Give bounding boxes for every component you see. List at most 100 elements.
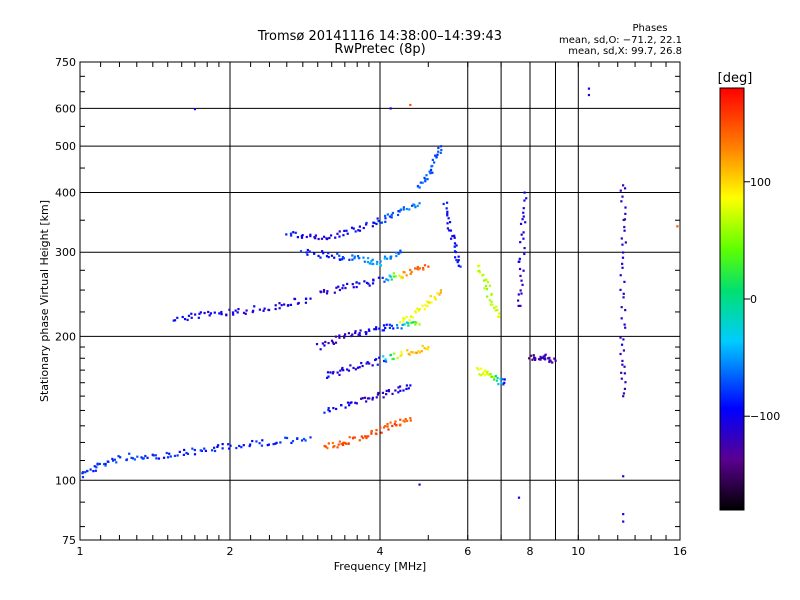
data-point <box>274 442 277 445</box>
data-point <box>397 391 400 394</box>
data-point <box>347 369 351 372</box>
data-point <box>321 342 324 345</box>
data-point <box>382 396 385 399</box>
data-point <box>399 389 402 392</box>
data-point <box>375 428 378 432</box>
data-point <box>353 436 357 439</box>
data-point <box>354 330 357 333</box>
data-point <box>107 460 110 463</box>
data-point <box>499 377 502 381</box>
data-point <box>544 353 547 356</box>
data-point <box>620 377 623 380</box>
data-point <box>300 439 304 442</box>
data-point <box>623 229 626 232</box>
data-point <box>354 368 357 371</box>
data-point <box>292 231 295 234</box>
data-point <box>371 396 374 399</box>
data-point <box>457 264 460 267</box>
data-point <box>375 326 378 329</box>
data-point <box>371 364 374 367</box>
phase-legend-x: mean, sd,X: 99.7, 26.8 <box>568 46 682 57</box>
data-point <box>379 260 382 263</box>
data-point <box>446 227 449 230</box>
data-point <box>431 171 434 174</box>
data-point <box>173 319 177 322</box>
data-point <box>405 321 409 324</box>
y-tick-label: 75 <box>62 534 76 547</box>
y-tick-label: 200 <box>55 330 76 343</box>
data-point <box>424 304 427 307</box>
data-point <box>285 436 289 440</box>
data-point <box>453 242 457 245</box>
data-point <box>402 317 405 320</box>
data-point <box>176 316 179 319</box>
data-point <box>390 255 393 258</box>
data-point <box>92 470 95 473</box>
data-point <box>531 358 534 361</box>
data-point <box>446 222 449 225</box>
data-point <box>622 292 625 295</box>
data-point <box>345 229 348 232</box>
data-point <box>395 324 399 327</box>
data-point <box>314 237 317 240</box>
data-point <box>442 202 445 206</box>
data-point <box>279 441 282 444</box>
y-tick-label: 500 <box>55 140 76 153</box>
data-point <box>418 483 421 486</box>
data-point <box>624 309 627 312</box>
data-point <box>539 355 542 359</box>
data-point <box>539 357 542 361</box>
data-point <box>169 455 172 458</box>
data-point <box>365 281 369 285</box>
colorbar-label: [deg] <box>718 71 753 86</box>
data-point <box>366 397 370 400</box>
data-point <box>272 443 275 446</box>
data-point <box>361 364 364 368</box>
data-point <box>380 431 383 434</box>
data-point <box>229 444 232 447</box>
data-point <box>427 301 430 304</box>
data-point <box>260 444 264 447</box>
data-point <box>376 260 379 264</box>
chart-subtitle: RwPretec (8p) <box>334 42 425 57</box>
data-point <box>296 437 299 440</box>
data-point <box>430 301 433 304</box>
data-point <box>489 373 492 376</box>
data-point <box>403 271 406 274</box>
data-point <box>413 204 416 207</box>
data-point <box>104 462 107 466</box>
data-point <box>402 389 405 392</box>
data-point <box>414 321 417 324</box>
data-point <box>301 234 304 237</box>
data-point <box>554 359 557 362</box>
data-point <box>370 432 373 435</box>
data-point <box>232 313 235 316</box>
data-point <box>356 366 360 369</box>
data-point <box>433 295 436 299</box>
data-point <box>388 323 391 326</box>
data-point <box>305 235 308 239</box>
data-point <box>351 333 354 336</box>
data-point <box>338 288 342 292</box>
data-point <box>414 206 417 209</box>
data-point <box>358 225 361 228</box>
data-point <box>386 422 389 426</box>
data-point <box>300 236 304 239</box>
data-point <box>548 360 551 363</box>
data-point <box>378 356 381 359</box>
data-point <box>343 229 346 232</box>
data-point <box>490 375 494 378</box>
data-point <box>199 311 202 314</box>
data-point <box>385 393 388 396</box>
data-point <box>540 356 543 360</box>
data-point <box>519 241 522 244</box>
data-point <box>365 221 368 225</box>
data-point <box>294 231 297 234</box>
data-point <box>358 332 361 335</box>
phase-legend-o: mean, sd,O: −71.2, 22.1 <box>559 35 682 46</box>
data-point <box>371 398 374 401</box>
data-point <box>431 164 434 168</box>
data-point <box>325 255 329 258</box>
data-point <box>377 276 381 279</box>
data-point <box>496 315 500 318</box>
